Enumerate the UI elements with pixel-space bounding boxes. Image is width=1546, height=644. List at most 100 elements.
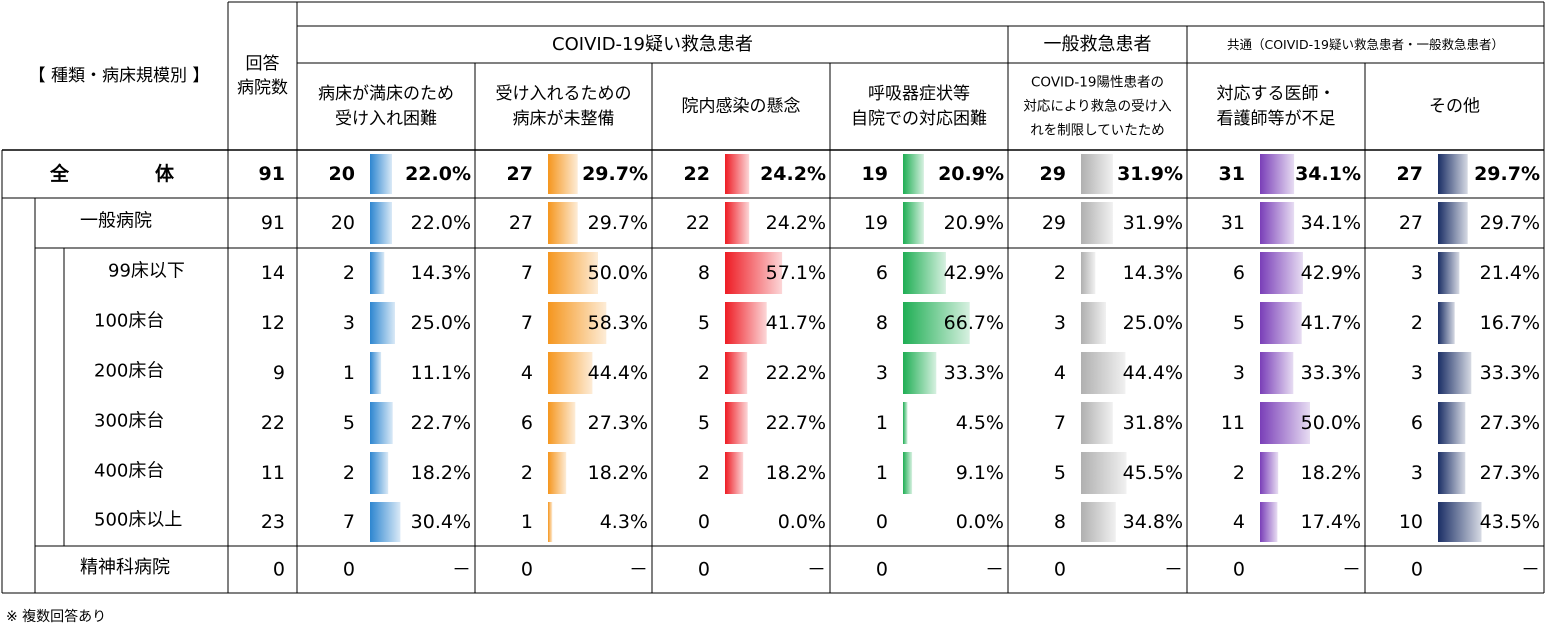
count-label: 7 <box>521 312 533 334</box>
bar-mark <box>548 154 578 194</box>
bar-mark <box>725 402 748 444</box>
row-label: 200床台 <box>94 361 164 382</box>
bar-mark <box>548 452 567 494</box>
percent-label: － <box>1342 559 1361 581</box>
bar-mark <box>370 202 392 244</box>
percent-label: 29.7% <box>1480 212 1540 234</box>
percent-label: 24.2% <box>760 163 826 185</box>
bar-mark <box>1081 154 1113 194</box>
percent-label: 20.9% <box>944 212 1004 234</box>
count-label: 1 <box>876 462 888 484</box>
percent-label: 4.3% <box>600 511 648 533</box>
percent-label: 0.0% <box>956 511 1004 533</box>
bar-mark <box>725 302 767 344</box>
percent-label: 25.0% <box>411 312 471 334</box>
percent-label: 58.3% <box>588 312 648 334</box>
percent-label: 0.0% <box>778 511 826 533</box>
bar-mark <box>725 452 744 494</box>
column-header: 受け入れるための <box>496 84 632 104</box>
count-label: 8 <box>1054 511 1066 533</box>
count-label: 3 <box>1411 462 1423 484</box>
count-label: 0 <box>698 511 710 533</box>
percent-label: 41.7% <box>766 312 826 334</box>
count-label: 2 <box>343 462 355 484</box>
percent-label: 4.5% <box>956 412 1004 434</box>
percent-label: 30.4% <box>411 511 471 533</box>
count-label: 4 <box>521 362 533 384</box>
count-label: 27 <box>1399 212 1423 234</box>
percent-label: 66.7% <box>944 312 1004 334</box>
count-label: 0 <box>876 511 888 533</box>
count-label: 0 <box>1054 559 1066 581</box>
bar-mark <box>903 202 924 244</box>
count-label: 7 <box>1054 412 1066 434</box>
percent-label: 17.4% <box>1301 511 1361 533</box>
percent-label: － <box>807 559 826 581</box>
percent-label: 43.5% <box>1480 511 1540 533</box>
footnote: ※ 複数回答あり <box>6 609 107 625</box>
column-header: その他 <box>1429 97 1480 117</box>
percent-label: 11.1% <box>411 362 471 384</box>
percent-label: 31.9% <box>1123 212 1183 234</box>
count-label: 3 <box>876 362 888 384</box>
count-label: 22 <box>684 163 710 185</box>
row-label: 精神科病院 <box>80 557 170 578</box>
column-header: 病床が満床のため <box>318 84 454 104</box>
column-header: 対応する医師・ <box>1217 84 1336 104</box>
respondents-header: 回答 <box>246 54 280 74</box>
count-label: 1 <box>521 511 533 533</box>
count-label: 20 <box>331 212 355 234</box>
count-label: 2 <box>1233 462 1245 484</box>
bar-mark <box>1438 302 1455 344</box>
bar-mark <box>1081 352 1126 394</box>
column-header: 受け入れ困難 <box>335 109 437 129</box>
row-label: 400床台 <box>94 461 164 482</box>
bar-mark <box>370 302 395 344</box>
count-label: 5 <box>1233 312 1245 334</box>
count-label: 4 <box>1054 362 1066 384</box>
bar-mark <box>1438 154 1468 194</box>
bar-mark <box>1260 402 1310 444</box>
respondent-count: 91 <box>261 212 285 234</box>
count-label: 7 <box>343 511 355 533</box>
percent-label: 31.9% <box>1117 163 1183 185</box>
count-label: 27 <box>509 212 533 234</box>
percent-label: 18.2% <box>588 462 648 484</box>
percent-label: 34.1% <box>1295 163 1361 185</box>
percent-label: 34.8% <box>1123 511 1183 533</box>
percent-label: 29.7% <box>1474 163 1540 185</box>
percent-label: 44.4% <box>588 362 648 384</box>
count-label: 0 <box>876 559 888 581</box>
column-header: れを制限していたため <box>1030 123 1165 139</box>
percent-label: 18.2% <box>766 462 826 484</box>
bar-mark <box>725 154 750 194</box>
group-header: 一般救急患者 <box>1044 34 1152 55</box>
bar-mark <box>1438 502 1482 542</box>
percent-label: 25.0% <box>1123 312 1183 334</box>
bar-mark <box>903 154 924 194</box>
count-label: 31 <box>1219 163 1245 185</box>
percent-label: 9.1% <box>956 462 1004 484</box>
percent-label: 50.0% <box>1301 412 1361 434</box>
row-label: 全 <box>49 162 70 185</box>
respondent-count: 12 <box>261 312 285 334</box>
bar-mark <box>548 252 598 294</box>
bar-mark <box>725 202 750 244</box>
percent-label: 22.2% <box>766 362 826 384</box>
percent-label: 33.3% <box>944 362 1004 384</box>
respondent-count: 14 <box>261 262 285 284</box>
percent-label: 34.1% <box>1301 212 1361 234</box>
percent-label: 33.3% <box>1480 362 1540 384</box>
percent-label: － <box>985 559 1004 581</box>
count-label: 1 <box>343 362 355 384</box>
percent-label: 45.5% <box>1123 462 1183 484</box>
count-label: 22 <box>686 212 710 234</box>
count-label: 0 <box>521 559 533 581</box>
percent-label: 22.7% <box>766 412 826 434</box>
percent-label: 22.0% <box>405 163 471 185</box>
count-label: 5 <box>1054 462 1066 484</box>
bar-mark <box>1081 402 1113 444</box>
count-label: 2 <box>1411 312 1423 334</box>
percent-label: 18.2% <box>411 462 471 484</box>
respondent-count: 11 <box>261 462 285 484</box>
